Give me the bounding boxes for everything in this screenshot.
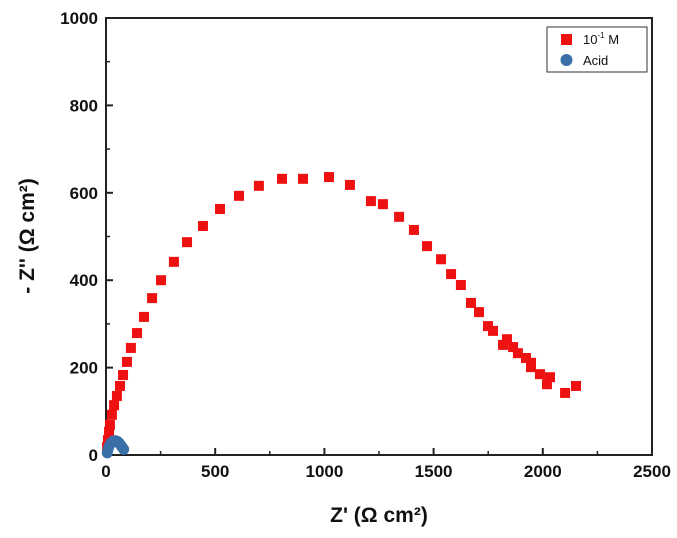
x-tick-label: 1000 (305, 462, 343, 481)
data-point-series-1 (534, 369, 545, 380)
data-point-series-1 (455, 280, 466, 291)
data-point-series-1 (498, 339, 509, 350)
data-point-series-1 (474, 307, 485, 318)
data-point-series-1 (114, 380, 125, 391)
plot-frame (105, 17, 653, 456)
data-point-series-1 (482, 321, 493, 332)
x-axis-label: Z' (Ω cm²) (330, 504, 428, 527)
legend-label-series-2: Acid (583, 53, 608, 68)
data-point-series-1 (118, 370, 129, 381)
data-point-series-1 (147, 293, 158, 304)
data-point-series-1 (323, 172, 334, 183)
data-point-series-1 (446, 269, 457, 280)
x-tick-label: 2500 (633, 462, 671, 481)
data-point-series-1 (277, 173, 288, 184)
data-marks (101, 172, 581, 459)
data-point-series-1 (125, 342, 136, 353)
data-point-series-1 (520, 352, 531, 363)
legend-marker-series-2 (560, 54, 573, 66)
y-tick-label: 200 (70, 359, 98, 378)
data-point-series-1 (422, 241, 433, 252)
data-point-series-1 (526, 362, 537, 373)
x-tick-label: 2000 (524, 462, 562, 481)
data-point-series-1 (121, 356, 132, 367)
data-point-series-1 (560, 387, 571, 398)
y-tick-label: 0 (89, 446, 98, 465)
data-point-series-1 (215, 203, 226, 214)
data-point-series-1 (104, 426, 115, 437)
x-tick-label: 500 (201, 462, 229, 481)
y-tick-label: 400 (70, 271, 98, 290)
data-point-series-1 (253, 180, 264, 191)
y-tick-label: 800 (70, 96, 98, 115)
data-point-series-1 (512, 348, 523, 359)
legend-marker-series-1 (561, 34, 572, 45)
data-point-series-1 (394, 211, 405, 222)
legend-label-series-1: 10-1 M (583, 31, 619, 47)
y-tick-label: 600 (70, 184, 98, 203)
data-point-series-1 (139, 311, 150, 322)
axes: 0 500 1000 1500 2000 2500 0 200 400 600 800 1000 (60, 9, 671, 481)
x-tick-label: 1500 (415, 462, 453, 481)
x-tick-label: 0 (101, 462, 110, 481)
data-point-series-1 (465, 297, 476, 308)
data-point-series-1 (182, 237, 193, 248)
data-point-series-1 (488, 325, 499, 336)
data-point-series-1 (365, 196, 376, 207)
data-point-series-1 (297, 173, 308, 184)
data-point-series-1 (570, 380, 581, 391)
data-point-series-1 (168, 256, 179, 267)
data-point-series-1 (541, 379, 552, 390)
data-point-series-1 (508, 342, 519, 353)
data-point-series-1 (408, 224, 419, 235)
data-point-series-1 (156, 275, 167, 286)
data-point-series-1 (109, 400, 120, 411)
y-tick-label: 1000 (60, 9, 98, 28)
data-point-series-1 (344, 179, 355, 190)
data-point-series-1 (111, 391, 122, 402)
y-axis-label: - Z'' (Ω cm²) (16, 178, 39, 293)
data-point-series-1 (197, 221, 208, 232)
data-point-series-1 (436, 254, 447, 265)
data-point-series-1 (132, 328, 143, 339)
data-point-series-1 (501, 334, 512, 345)
data-point-series-1 (545, 372, 556, 383)
data-point-series-1 (104, 419, 115, 430)
data-point-series-2 (118, 443, 130, 455)
data-point-series-1 (106, 409, 117, 420)
legend: 10-1 M Acid (546, 26, 648, 73)
data-point-series-1 (234, 190, 245, 201)
data-point-series-1 (377, 199, 388, 210)
